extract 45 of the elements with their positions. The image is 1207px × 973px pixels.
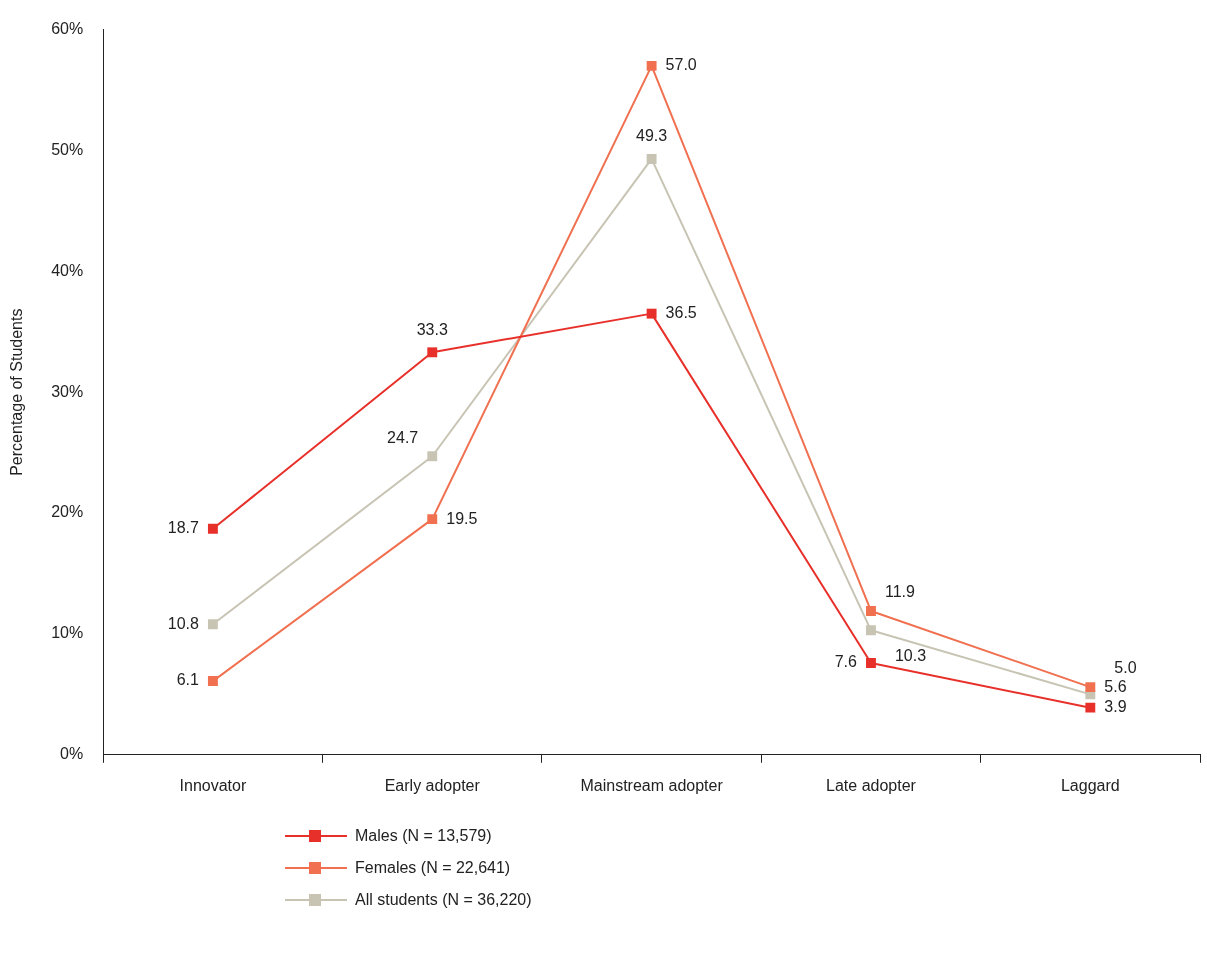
point — [1085, 702, 1096, 713]
data-label: 11.9 — [884, 583, 916, 601]
data-label: 57.0 — [665, 56, 697, 74]
legend-label: Females (N = 22,641) — [355, 859, 511, 877]
point — [427, 451, 438, 462]
data-label: 33.3 — [416, 320, 448, 338]
x-tick-label: Late adopter — [826, 776, 917, 794]
data-label: 7.6 — [834, 653, 858, 671]
point — [207, 676, 218, 687]
point — [207, 523, 218, 534]
point — [866, 657, 876, 668]
y-tick-label: 0% — [60, 745, 84, 763]
data-label: 10.3 — [894, 646, 927, 664]
y-tick-label: 40% — [51, 261, 84, 279]
y-axis-title: Percentage of Students — [8, 308, 26, 476]
y-tick-label: 20% — [51, 503, 84, 521]
point — [427, 514, 438, 525]
data-label: 10.8 — [167, 614, 199, 632]
point — [866, 606, 876, 616]
point — [1085, 682, 1096, 693]
y-tick-label: 60% — [51, 20, 84, 38]
data-label: 49.3 — [636, 127, 668, 145]
point — [646, 60, 657, 71]
data-label: 24.7 — [387, 428, 419, 446]
legend-label: All students (N = 36,220) — [355, 891, 532, 909]
y-tick-label: 50% — [51, 140, 84, 158]
x-tick-label: Early adopter — [384, 776, 481, 794]
data-label: 36.5 — [665, 304, 697, 322]
point — [646, 308, 657, 319]
data-label: 5.6 — [1104, 677, 1127, 695]
y-tick-label: 30% — [51, 382, 84, 400]
data-label: 19.5 — [446, 509, 478, 527]
legend-label: Males (N = 13,579) — [355, 827, 492, 845]
data-label: 3.9 — [1104, 698, 1127, 716]
data-label: 5.0 — [1114, 658, 1137, 676]
point — [207, 619, 218, 630]
y-tick-label: 10% — [51, 624, 84, 642]
x-tick-label: Innovator — [179, 776, 247, 794]
data-label: 6.1 — [176, 671, 199, 689]
point — [427, 347, 438, 358]
data-label: 18.7 — [167, 519, 199, 537]
x-tick-label: Mainstream adopter — [580, 776, 724, 794]
point — [646, 153, 657, 164]
x-tick-label: Laggard — [1060, 776, 1120, 794]
point — [866, 625, 876, 636]
